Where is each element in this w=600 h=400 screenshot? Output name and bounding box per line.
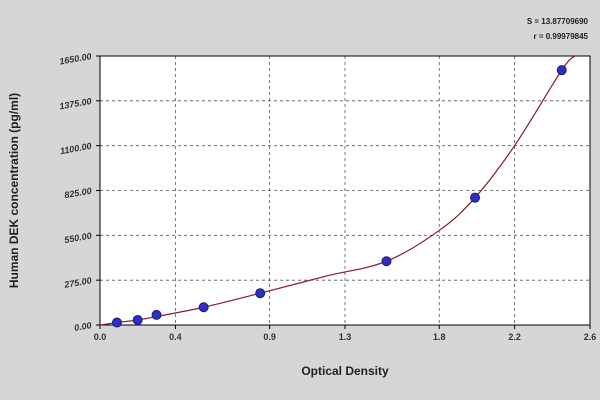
data-points: [111, 65, 567, 328]
data-point: [470, 192, 481, 203]
y-tick-label: 1650.00: [59, 51, 93, 66]
x-axis-title: Optical Density: [301, 364, 389, 378]
x-tick-label: 2.6: [584, 332, 597, 342]
x-tick-label: 2.2: [508, 332, 521, 342]
y-tick-label: 1100.00: [59, 141, 92, 156]
x-tick-label: 0.0: [94, 332, 107, 342]
x-tick-label: 0.4: [169, 332, 182, 342]
stat-s-label: S = 13.87709690: [527, 17, 589, 26]
data-point: [151, 309, 162, 320]
stat-r-label: r = 0.99979845: [534, 32, 589, 41]
data-point: [111, 317, 122, 328]
y-tick-label: 550.00: [63, 230, 92, 245]
y-tick-label: 825.00: [63, 186, 92, 201]
data-point: [381, 256, 392, 267]
data-point: [556, 65, 567, 76]
x-tick-label: 1.3: [339, 332, 352, 342]
axes: [96, 55, 591, 329]
x-tick-label: 0.9: [263, 332, 276, 342]
tick-labels: 0.0 0.4 0.9 1.3 1.8 2.2 2.6 0.00 275.00 550.00 825…: [59, 51, 597, 342]
x-tick-label: 1.8: [433, 332, 446, 342]
data-point: [198, 302, 209, 313]
y-tick-label: 0.00: [73, 320, 92, 333]
y-axis-title: Human DEK concentration (pg/ml): [7, 93, 21, 288]
y-tick-label: 1375.00: [59, 96, 93, 111]
data-point: [255, 288, 266, 299]
data-point: [132, 314, 143, 325]
y-tick-label: 275.00: [63, 275, 93, 290]
